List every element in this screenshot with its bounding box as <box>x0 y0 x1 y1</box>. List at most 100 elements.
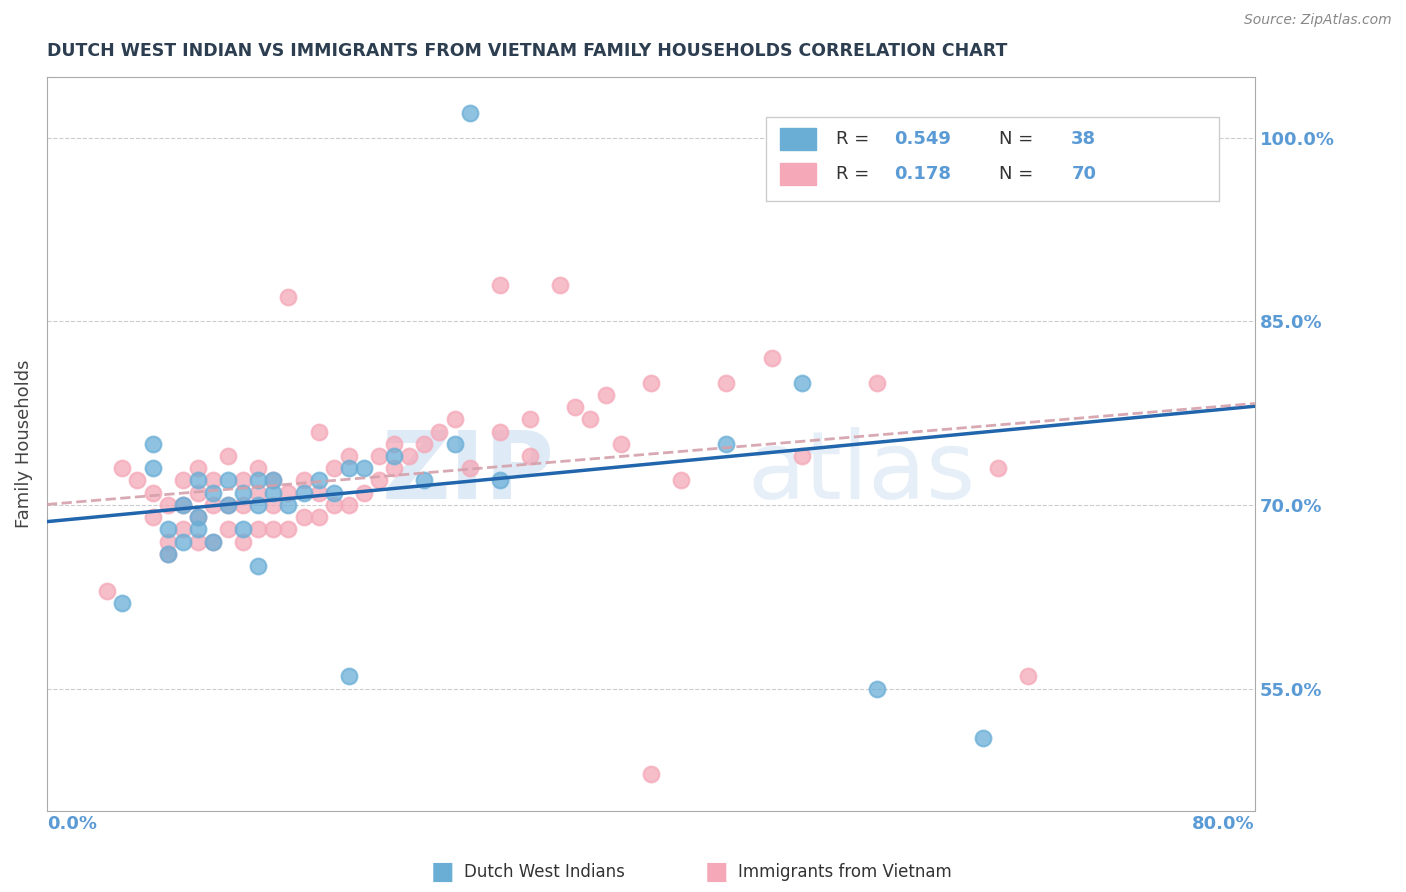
Point <box>277 523 299 537</box>
Point <box>413 474 436 488</box>
Point <box>201 474 224 488</box>
Point <box>292 485 315 500</box>
Text: N =: N = <box>998 130 1039 148</box>
Point <box>322 485 344 500</box>
Text: 0.549: 0.549 <box>894 130 950 148</box>
Point <box>232 474 254 488</box>
Point <box>413 437 436 451</box>
Point <box>187 461 209 475</box>
Point <box>247 559 270 574</box>
Point <box>1168 143 1191 157</box>
Point <box>217 498 239 512</box>
Text: Source: ZipAtlas.com: Source: ZipAtlas.com <box>1244 13 1392 28</box>
Point <box>292 474 315 488</box>
Point <box>232 523 254 537</box>
Point <box>353 485 375 500</box>
Point <box>156 547 179 561</box>
Point <box>382 449 405 463</box>
Point <box>262 474 284 488</box>
Text: DUTCH WEST INDIAN VS IMMIGRANTS FROM VIETNAM FAMILY HOUSEHOLDS CORRELATION CHART: DUTCH WEST INDIAN VS IMMIGRANTS FROM VIE… <box>46 42 1007 60</box>
Point <box>201 498 224 512</box>
Point <box>142 437 165 451</box>
Point <box>308 425 330 439</box>
Point <box>187 510 209 524</box>
Point <box>790 449 813 463</box>
Point <box>142 510 165 524</box>
Point <box>172 474 194 488</box>
Point <box>987 461 1010 475</box>
Point <box>368 449 391 463</box>
Point <box>489 277 512 292</box>
Point <box>382 437 405 451</box>
FancyBboxPatch shape <box>766 117 1219 202</box>
Point <box>322 461 344 475</box>
Point <box>1017 669 1039 683</box>
Point <box>247 474 270 488</box>
Text: 70: 70 <box>1071 165 1097 183</box>
Point <box>716 376 738 390</box>
Point <box>337 498 360 512</box>
Point <box>187 510 209 524</box>
Text: 0.178: 0.178 <box>894 165 950 183</box>
Bar <box>780 163 817 186</box>
Point <box>353 461 375 475</box>
Text: 80.0%: 80.0% <box>1192 814 1256 832</box>
Point <box>972 731 994 745</box>
Point <box>201 534 224 549</box>
Point <box>187 534 209 549</box>
Point <box>172 498 194 512</box>
Point <box>156 523 179 537</box>
Y-axis label: Family Households: Family Households <box>15 359 32 528</box>
Text: 38: 38 <box>1071 130 1097 148</box>
Point <box>308 474 330 488</box>
Point <box>187 474 209 488</box>
Point <box>217 474 239 488</box>
Point <box>156 534 179 549</box>
Point <box>640 767 662 781</box>
Text: N =: N = <box>998 165 1039 183</box>
Bar <box>780 128 817 150</box>
Point <box>443 412 465 426</box>
Point <box>489 425 512 439</box>
Point <box>232 498 254 512</box>
Point <box>866 681 889 696</box>
Point <box>429 425 451 439</box>
Text: Immigrants from Vietnam: Immigrants from Vietnam <box>738 863 952 881</box>
Text: 0.0%: 0.0% <box>46 814 97 832</box>
Point <box>247 485 270 500</box>
Point <box>519 412 541 426</box>
Point <box>262 523 284 537</box>
Point <box>308 510 330 524</box>
Point <box>187 485 209 500</box>
Point <box>519 449 541 463</box>
Point <box>262 474 284 488</box>
Point <box>398 449 420 463</box>
Text: atlas: atlas <box>748 427 976 519</box>
Point <box>111 596 134 610</box>
Point <box>761 351 783 365</box>
Point <box>443 437 465 451</box>
Point <box>262 485 284 500</box>
Point <box>458 461 481 475</box>
Point <box>172 534 194 549</box>
Point <box>368 474 391 488</box>
Point <box>142 461 165 475</box>
Point <box>217 449 239 463</box>
Point <box>127 474 149 488</box>
Point <box>337 449 360 463</box>
Point <box>217 498 239 512</box>
Point <box>292 510 315 524</box>
Point <box>716 437 738 451</box>
Point <box>579 412 602 426</box>
Point <box>337 461 360 475</box>
Point <box>156 498 179 512</box>
Point <box>201 534 224 549</box>
Point <box>322 498 344 512</box>
Point <box>489 474 512 488</box>
Point <box>247 461 270 475</box>
Point <box>564 400 586 414</box>
Point <box>308 485 330 500</box>
Point <box>337 669 360 683</box>
Point <box>172 523 194 537</box>
Text: ■: ■ <box>432 861 454 884</box>
